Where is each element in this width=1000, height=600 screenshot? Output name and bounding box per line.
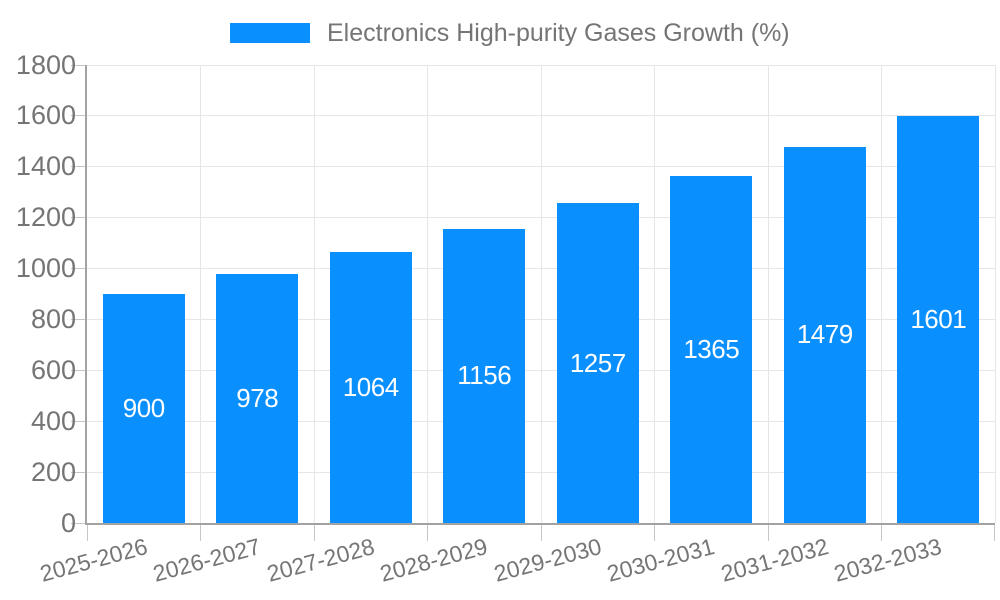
x-tick	[313, 525, 315, 541]
x-tick	[881, 525, 882, 541]
x-axis-label: 2028-2029	[377, 533, 491, 587]
bar-value-label: 1601	[910, 303, 967, 334]
x-axis-label: 2031-2032	[717, 533, 831, 587]
y-axis-label: 1800	[15, 49, 76, 80]
x-tick	[654, 525, 655, 541]
bar-value-label: 1479	[796, 319, 853, 350]
bar-value-label: 1257	[569, 347, 626, 378]
y-tick	[71, 318, 85, 320]
x-gridline	[313, 65, 315, 523]
x-gridline	[540, 65, 542, 523]
bar-2032-2033: 1601	[897, 115, 980, 523]
plot-area: 0 200 400 600 800 1000 1200 1400 1600 1800 900 2025…	[16, 51, 996, 587]
x-tick	[993, 525, 995, 541]
bar-2028-2029: 1156	[443, 228, 526, 523]
legend-swatch	[230, 23, 310, 43]
y-axis-label: 1000	[15, 253, 76, 284]
x-gridline	[767, 65, 769, 523]
y-axis-label: 1400	[15, 151, 76, 182]
y-tick	[71, 115, 85, 117]
y-tick	[71, 420, 85, 422]
x-gridline	[200, 65, 201, 523]
x-axis-label: 2026-2027	[150, 533, 264, 587]
x-tick	[767, 525, 769, 541]
legend-item[interactable]: Electronics High-purity Gases Growth (%)	[230, 19, 790, 47]
x-tick	[427, 525, 428, 541]
bar-2027-2028: 1064	[329, 252, 412, 523]
x-tick	[200, 525, 201, 541]
y-axis-label: 600	[30, 354, 76, 385]
bar-value-label: 1365	[683, 333, 740, 364]
y-axis-label: 0	[60, 507, 76, 538]
x-gridline	[881, 65, 882, 523]
bar-value-label: 978	[236, 383, 279, 414]
bar-value-label: 900	[122, 393, 165, 423]
y-tick	[71, 522, 85, 524]
x-axis-label: 2029-2030	[490, 533, 604, 587]
x-tick	[540, 525, 542, 541]
x-gridline	[994, 65, 996, 523]
bar-value-label: 1156	[457, 360, 512, 391]
x-gridline	[654, 65, 655, 523]
bar-value-label: 1064	[342, 372, 399, 403]
x-tick	[86, 525, 88, 541]
x-axis-label: 2027-2028	[263, 533, 377, 587]
y-tick	[71, 369, 85, 371]
y-axis-label: 800	[30, 303, 76, 334]
y-axis-label: 400	[30, 405, 76, 436]
x-axis-label: 2032-2033	[831, 533, 945, 587]
x-axis-label: 2030-2031	[604, 533, 718, 587]
y-tick	[71, 166, 85, 168]
y-axis-label: 200	[30, 456, 76, 487]
x-axis-label: 2025-2026	[36, 533, 150, 587]
bar-2029-2030: 1257	[556, 203, 639, 523]
y-axis-label: 1200	[15, 202, 76, 233]
y-tick	[71, 471, 85, 473]
legend-label: Electronics High-purity Gases Growth (%)	[327, 19, 790, 47]
x-gridline	[427, 65, 428, 523]
y-tick	[71, 64, 85, 66]
y-axis-label: 1600	[15, 100, 76, 131]
y-tick	[71, 217, 85, 219]
bar-2031-2032: 1479	[783, 146, 866, 523]
y-tick	[71, 268, 85, 270]
bar-2026-2027: 978	[216, 274, 299, 523]
bar-2025-2026: 900	[102, 294, 185, 523]
bar-2030-2031: 1365	[670, 175, 753, 523]
